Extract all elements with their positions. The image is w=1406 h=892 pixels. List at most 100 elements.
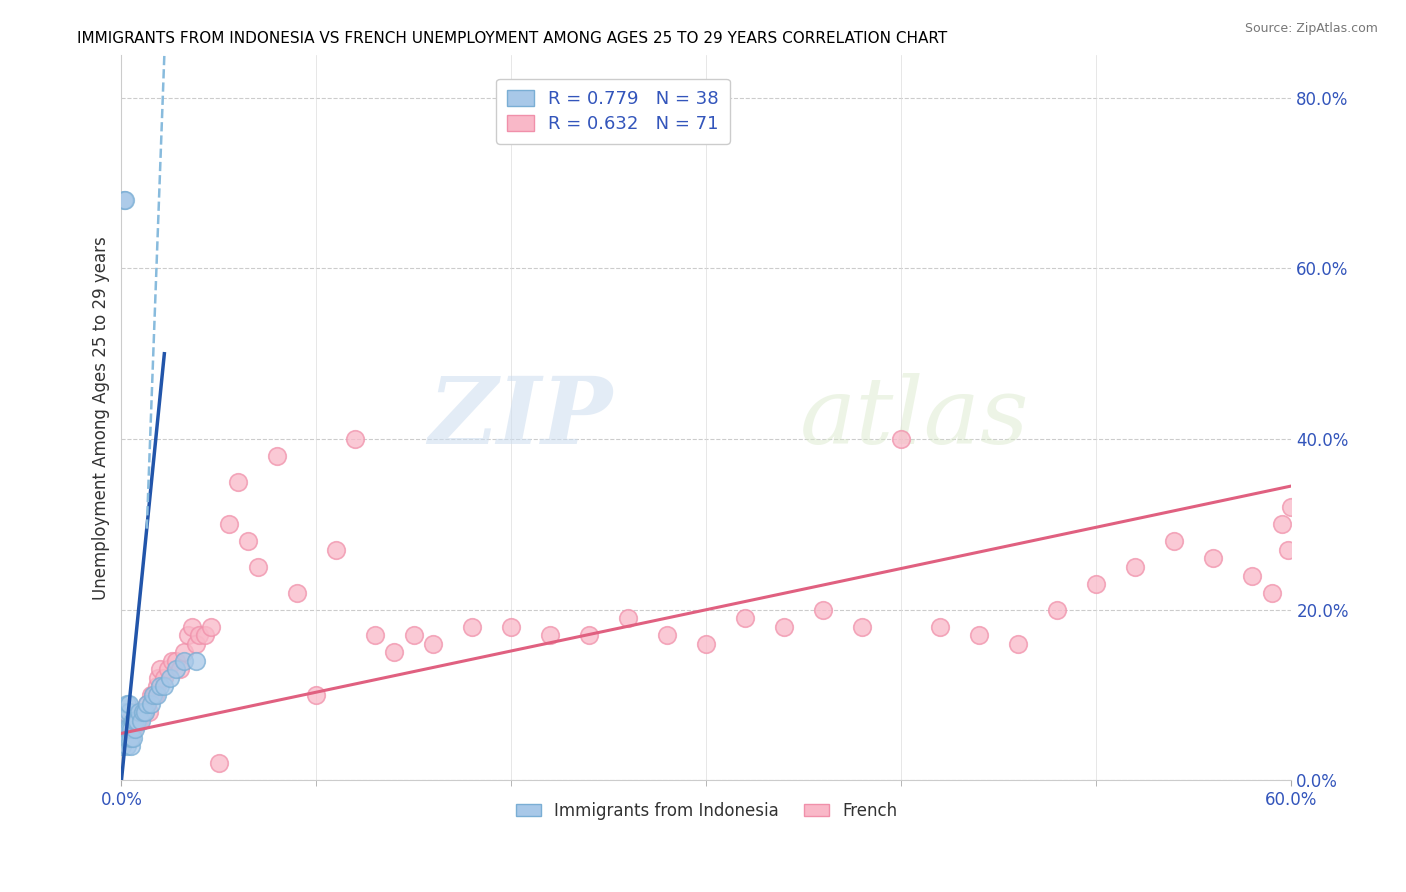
Point bbox=[132, 705, 155, 719]
Point bbox=[117, 731, 139, 745]
Text: atlas: atlas bbox=[800, 373, 1029, 463]
Y-axis label: Unemployment Among Ages 25 to 29 years: Unemployment Among Ages 25 to 29 years bbox=[93, 235, 110, 599]
Point bbox=[153, 671, 176, 685]
Point bbox=[153, 680, 176, 694]
Point bbox=[344, 432, 367, 446]
Point bbox=[124, 705, 146, 719]
Point bbox=[851, 620, 873, 634]
Point bbox=[114, 731, 136, 745]
Point bbox=[228, 475, 250, 489]
Point bbox=[125, 714, 148, 728]
Legend: Immigrants from Indonesia, French: Immigrants from Indonesia, French bbox=[509, 795, 904, 826]
Point bbox=[122, 731, 145, 745]
Point bbox=[1163, 534, 1185, 549]
Point bbox=[128, 705, 150, 719]
Point bbox=[132, 705, 155, 719]
Point bbox=[142, 688, 165, 702]
Point bbox=[177, 628, 200, 642]
Point bbox=[657, 628, 679, 642]
Point bbox=[117, 722, 139, 736]
Point bbox=[145, 688, 167, 702]
Point bbox=[238, 534, 260, 549]
Point bbox=[305, 688, 328, 702]
Point bbox=[112, 722, 135, 736]
Point bbox=[180, 620, 202, 634]
Point bbox=[813, 602, 835, 616]
Point bbox=[134, 705, 156, 719]
Point bbox=[173, 645, 195, 659]
Point bbox=[120, 739, 142, 754]
Point bbox=[617, 611, 640, 625]
Point bbox=[142, 688, 165, 702]
Point bbox=[160, 654, 183, 668]
Point bbox=[1125, 560, 1147, 574]
Point bbox=[169, 662, 191, 676]
Point bbox=[773, 620, 796, 634]
Point bbox=[1241, 568, 1264, 582]
Point bbox=[120, 714, 142, 728]
Point bbox=[200, 620, 222, 634]
Point bbox=[122, 714, 145, 728]
Point bbox=[422, 637, 444, 651]
Point bbox=[124, 714, 146, 728]
Point bbox=[159, 671, 181, 685]
Point bbox=[165, 654, 187, 668]
Point bbox=[578, 628, 600, 642]
Point bbox=[266, 449, 288, 463]
Point bbox=[173, 654, 195, 668]
Point bbox=[1046, 602, 1069, 616]
Point bbox=[145, 680, 167, 694]
Point bbox=[1202, 551, 1225, 566]
Point bbox=[184, 654, 207, 668]
Point bbox=[1085, 577, 1108, 591]
Point bbox=[969, 628, 991, 642]
Point bbox=[112, 193, 135, 207]
Point bbox=[188, 628, 211, 642]
Point bbox=[143, 688, 166, 702]
Point bbox=[129, 714, 152, 728]
Point bbox=[184, 637, 207, 651]
Point bbox=[325, 543, 347, 558]
Point bbox=[118, 705, 141, 719]
Point bbox=[124, 722, 146, 736]
Point bbox=[364, 628, 387, 642]
Point bbox=[929, 620, 952, 634]
Point bbox=[208, 756, 231, 771]
Point bbox=[114, 731, 136, 745]
Point bbox=[128, 714, 150, 728]
Point bbox=[117, 739, 139, 754]
Point bbox=[125, 714, 148, 728]
Point bbox=[149, 680, 172, 694]
Point bbox=[135, 697, 157, 711]
Text: IMMIGRANTS FROM INDONESIA VS FRENCH UNEMPLOYMENT AMONG AGES 25 TO 29 YEARS CORRE: IMMIGRANTS FROM INDONESIA VS FRENCH UNEM… bbox=[77, 31, 948, 46]
Point bbox=[114, 705, 136, 719]
Point bbox=[117, 697, 139, 711]
Point bbox=[402, 628, 425, 642]
Point bbox=[114, 722, 136, 736]
Point bbox=[139, 688, 162, 702]
Point bbox=[111, 739, 134, 754]
Point bbox=[149, 662, 172, 676]
Point bbox=[138, 705, 160, 719]
Point bbox=[114, 193, 136, 207]
Point bbox=[218, 517, 240, 532]
Point bbox=[1007, 637, 1029, 651]
Point bbox=[135, 697, 157, 711]
Point bbox=[122, 722, 145, 736]
Point bbox=[134, 705, 156, 719]
Point bbox=[285, 585, 308, 599]
Point bbox=[246, 560, 269, 574]
Point bbox=[120, 731, 142, 745]
Point bbox=[461, 620, 484, 634]
Point bbox=[117, 722, 139, 736]
Point bbox=[129, 705, 152, 719]
Point bbox=[139, 697, 162, 711]
Point bbox=[112, 731, 135, 745]
Point bbox=[1281, 500, 1303, 515]
Point bbox=[157, 662, 180, 676]
Point bbox=[118, 731, 141, 745]
Point bbox=[118, 697, 141, 711]
Point bbox=[695, 637, 717, 651]
Point bbox=[1277, 543, 1299, 558]
Point bbox=[734, 611, 756, 625]
